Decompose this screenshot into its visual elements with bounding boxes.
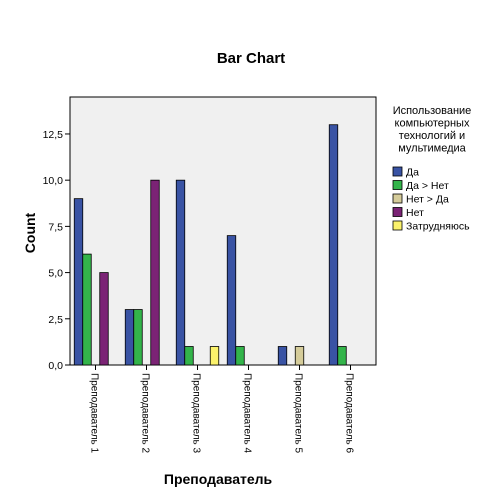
chart-title: Bar Chart (217, 50, 285, 67)
x-tick-label: Преподаватель 4 (242, 373, 253, 454)
y-tick-label: 7,5 (48, 221, 63, 233)
y-tick-label: 2,5 (48, 314, 63, 326)
x-tick-label: Преподаватель 5 (293, 373, 304, 454)
y-tick-label: 0,0 (48, 360, 63, 372)
legend-label: Нет (406, 207, 424, 219)
bar-2-series-2 (133, 309, 143, 366)
legend-label: Нет > Да (406, 194, 449, 206)
bar-6-series-2 (337, 346, 347, 366)
bar-3-series-2 (184, 346, 194, 366)
legend-label: Да (406, 167, 419, 179)
legend-swatch (392, 220, 403, 231)
legend-swatch (392, 180, 403, 190)
bar-6-series-1 (328, 124, 339, 366)
y-axis: 0,0 2,5 5,0 7,5 10,0 12,5 (43, 129, 70, 372)
bar-5-series-1 (277, 346, 288, 366)
bar-2-series-1 (124, 309, 135, 366)
legend-title: мультимедиа (398, 143, 466, 155)
x-tick-label: Преподаватель 2 (140, 373, 151, 454)
y-tick-label: 10,0 (43, 175, 64, 187)
bar-3-series-1 (175, 179, 186, 366)
plot-area (69, 96, 377, 366)
bar-1-series-4 (99, 272, 109, 366)
x-tick-label: Преподаватель 6 (344, 373, 355, 454)
bar-4-series-1 (226, 235, 237, 366)
bar-1-series-2 (82, 253, 92, 366)
bar-1-series-1 (73, 198, 84, 366)
x-tick-label: Преподаватель 1 (89, 373, 100, 454)
legend-title: технологий и (399, 130, 465, 142)
x-axis-label: Преподаватель (164, 471, 273, 487)
bar-5-series-3 (294, 346, 305, 366)
legend-label: Да > Нет (406, 180, 449, 192)
bar-4-series-2 (235, 346, 245, 366)
y-tick-label: 12,5 (43, 129, 64, 141)
x-axis: Преподаватель 1 Преподаватель 2 Преподават… (89, 365, 355, 454)
legend-swatch (392, 207, 403, 217)
bars-group (73, 124, 347, 366)
legend-title: Использование (393, 105, 472, 117)
legend-swatch (392, 193, 403, 204)
bar-3-series-5 (209, 346, 220, 366)
y-axis-label: Count (22, 212, 38, 253)
legend-title: компьютерных (395, 118, 470, 130)
bar-2-series-4 (150, 179, 160, 366)
legend-label: Затрудняюсь (406, 221, 470, 233)
legend-swatch (392, 166, 403, 177)
y-tick-label: 5,0 (48, 268, 63, 280)
x-tick-label: Преподаватель 3 (191, 373, 202, 454)
